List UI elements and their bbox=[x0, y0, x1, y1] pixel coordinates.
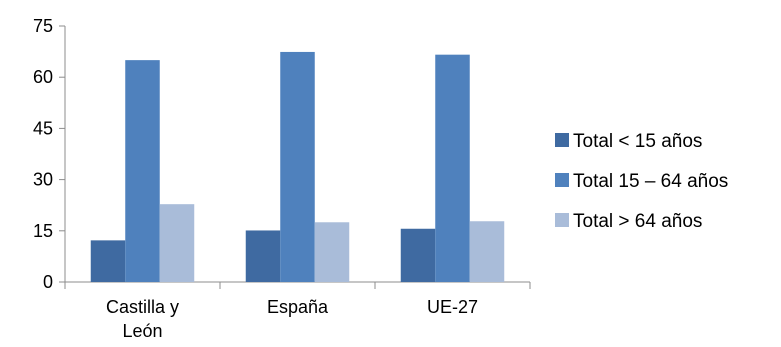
bar bbox=[245, 230, 281, 282]
bar bbox=[90, 240, 126, 282]
y-tick-label: 30 bbox=[33, 170, 53, 190]
legend: Total < 15 años Total 15 – 64 años Total >… bbox=[555, 131, 728, 232]
legend-swatch bbox=[555, 133, 569, 147]
y-tick-label: 60 bbox=[33, 67, 53, 87]
legend-label: Total < 15 años bbox=[573, 131, 702, 152]
bar bbox=[435, 54, 470, 283]
bar bbox=[314, 222, 350, 282]
y-tick-label: 45 bbox=[33, 118, 53, 138]
bar bbox=[125, 60, 160, 283]
y-tick-label: 75 bbox=[33, 16, 53, 36]
legend-swatch bbox=[555, 213, 569, 227]
y-axis: 0 15 30 45 60 75 bbox=[33, 16, 66, 292]
x-tick-label: España bbox=[267, 297, 329, 317]
y-tick-label: 15 bbox=[33, 221, 53, 241]
y-tick-label: 0 bbox=[43, 272, 53, 292]
legend-swatch bbox=[555, 173, 569, 187]
legend-label: Total > 64 años bbox=[573, 211, 702, 232]
bars bbox=[90, 51, 505, 283]
bar bbox=[159, 204, 195, 282]
bar bbox=[280, 51, 315, 283]
x-tick-label: Castilla y León bbox=[106, 297, 179, 341]
bar bbox=[469, 221, 505, 282]
x-axis: Castilla y León España UE-27 bbox=[64, 281, 531, 341]
legend-label: Total 15 – 64 años bbox=[573, 171, 728, 192]
bar bbox=[400, 228, 436, 282]
x-tick-label: UE-27 bbox=[427, 297, 478, 317]
